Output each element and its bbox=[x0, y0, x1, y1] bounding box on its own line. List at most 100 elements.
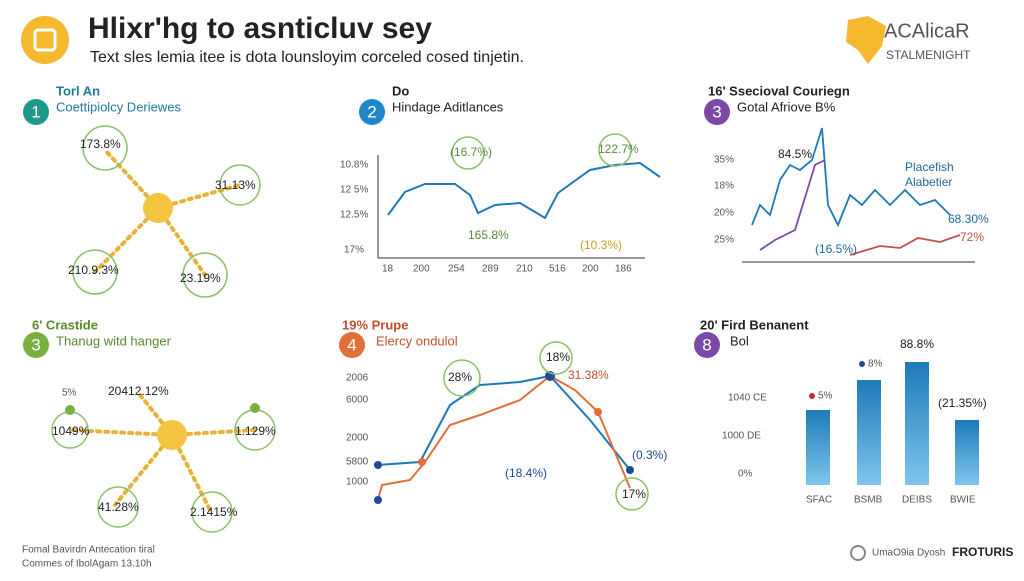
footer-brand: FROTURIS bbox=[952, 545, 1013, 559]
panel-number: 3 bbox=[31, 335, 40, 354]
panel-kicker: Torl An bbox=[56, 83, 100, 98]
footer-note: Commes of IbolAgam 13.10h bbox=[22, 559, 152, 570]
y-tick-label: 0% bbox=[738, 469, 753, 480]
annotation: 31.38% bbox=[568, 368, 609, 382]
annotation: 88.8% bbox=[900, 337, 934, 351]
node-label: 31.13% bbox=[215, 178, 256, 192]
annotation: 17% bbox=[622, 487, 646, 501]
panel-badge bbox=[23, 99, 49, 125]
panel-kicker: 16' Ssecioval Couriegn bbox=[708, 83, 850, 98]
subtitle: Text sles lemia itee is dota lounsloyim … bbox=[90, 49, 524, 66]
node bbox=[250, 403, 260, 413]
annotation: 68.30% bbox=[948, 212, 989, 226]
panel-number: 1 bbox=[31, 102, 40, 121]
x-tick-label: 289 bbox=[482, 264, 499, 275]
node-label: 5% bbox=[62, 388, 77, 399]
node-label: 173.8% bbox=[80, 137, 121, 151]
footer-note: Fomal Bavirdn Antecation tiral bbox=[22, 545, 155, 556]
panel-badge bbox=[704, 99, 730, 125]
panel-heading: Thanug witd hanger bbox=[56, 333, 172, 348]
x-tick-label: 516 bbox=[549, 264, 566, 275]
line-series bbox=[751, 127, 951, 228]
network-hub bbox=[143, 193, 173, 223]
panel-badge bbox=[359, 99, 385, 125]
x-tick-label: 210 bbox=[516, 264, 533, 275]
logo-title: ACAlicaR bbox=[884, 20, 970, 42]
annotation: (10.3%) bbox=[580, 238, 622, 252]
network-rings bbox=[51, 409, 276, 533]
panel-badge bbox=[339, 332, 365, 358]
y-tick-label: 1000 bbox=[346, 477, 369, 488]
network-hub bbox=[157, 420, 187, 450]
y-tick-label: 10.8% bbox=[340, 160, 368, 171]
y-tick-label: 1040 CE bbox=[728, 393, 767, 404]
annotation: (21.35%) bbox=[938, 396, 987, 410]
y-tick-label: 18% bbox=[714, 181, 734, 192]
line-series bbox=[377, 374, 631, 501]
y-tick-label: 1000 DE bbox=[722, 431, 761, 442]
line-series bbox=[849, 234, 961, 256]
node-label: 210.9.3% bbox=[68, 263, 119, 277]
y-tick-label: 35% bbox=[714, 155, 734, 166]
x-tick-label: 186 bbox=[615, 264, 632, 275]
y-tick-label: 17% bbox=[344, 245, 364, 256]
node-label: 23.19% bbox=[180, 271, 221, 285]
y-tick-label: 2006 bbox=[346, 373, 369, 384]
y-tick-label: 12.5% bbox=[340, 210, 368, 221]
annotation: 165.8% bbox=[468, 228, 509, 242]
x-tick-label: 18 bbox=[382, 264, 394, 275]
y-tick-label: 2000 bbox=[346, 433, 369, 444]
node-label: 1.129% bbox=[235, 424, 276, 438]
x-tick-label: 200 bbox=[413, 264, 430, 275]
bars bbox=[806, 362, 979, 485]
y-tick-label: 20% bbox=[714, 208, 734, 219]
header-icon-glyph bbox=[33, 28, 57, 52]
panel-number: 2 bbox=[367, 102, 376, 121]
footer-brand: UmaO9ia Dyosh bbox=[872, 548, 945, 559]
node bbox=[65, 405, 75, 415]
panel-heading: Hindage Aditlances bbox=[392, 99, 504, 114]
x-tick-label: BSMB bbox=[854, 495, 883, 506]
line-series bbox=[377, 374, 631, 471]
header-icon bbox=[21, 16, 69, 64]
panel-kicker: 6' Crastide bbox=[32, 317, 98, 332]
annotation: (0.3%) bbox=[632, 448, 667, 462]
panel-badge bbox=[694, 332, 720, 358]
y-tick-label: 12 5% bbox=[340, 185, 368, 196]
logo-map bbox=[846, 16, 886, 64]
node-label: 2.1415% bbox=[190, 505, 238, 519]
annotation: Placefish bbox=[905, 160, 954, 174]
panel-heading: Elercy ondulol bbox=[376, 333, 458, 348]
panel-badge bbox=[23, 332, 49, 358]
marker bbox=[809, 393, 815, 399]
y-tick-label: 5800 bbox=[346, 457, 369, 468]
x-tick-label: 200 bbox=[582, 264, 599, 275]
annotation: 84.5% bbox=[778, 147, 812, 161]
panel-heading: Bol bbox=[730, 333, 749, 348]
panel-number: 3 bbox=[712, 102, 721, 121]
panel-kicker: 19% Prupe bbox=[342, 317, 408, 332]
annotation: 5% bbox=[818, 391, 833, 402]
y-tick-label: 6000 bbox=[346, 395, 369, 406]
title: Hlixr'hg to asnticluv sey bbox=[88, 12, 432, 45]
panel-heading: Gotal Afriove B% bbox=[737, 99, 836, 114]
network-rings bbox=[72, 125, 261, 298]
annotation: (16.7%) bbox=[450, 145, 492, 159]
annotation: (18.4%) bbox=[505, 466, 547, 480]
node-label: 1049% bbox=[52, 424, 90, 438]
annotation: 18% bbox=[546, 350, 570, 364]
logo-subtitle: STALMENIGHT bbox=[886, 48, 971, 62]
node-label: 41.28% bbox=[98, 500, 139, 514]
x-tick-label: DEIBS bbox=[902, 495, 932, 506]
panel-kicker: 20' Fird Benanent bbox=[700, 317, 809, 332]
line-series bbox=[387, 161, 661, 220]
x-tick-label: SFAC bbox=[806, 495, 832, 506]
annotation: 8% bbox=[868, 359, 883, 370]
line-series bbox=[759, 159, 826, 251]
line-points bbox=[374, 371, 634, 504]
annotation: 72% bbox=[960, 230, 984, 244]
footer-icon bbox=[850, 545, 866, 561]
marker bbox=[859, 361, 865, 367]
annotation: 122.7% bbox=[598, 142, 639, 156]
